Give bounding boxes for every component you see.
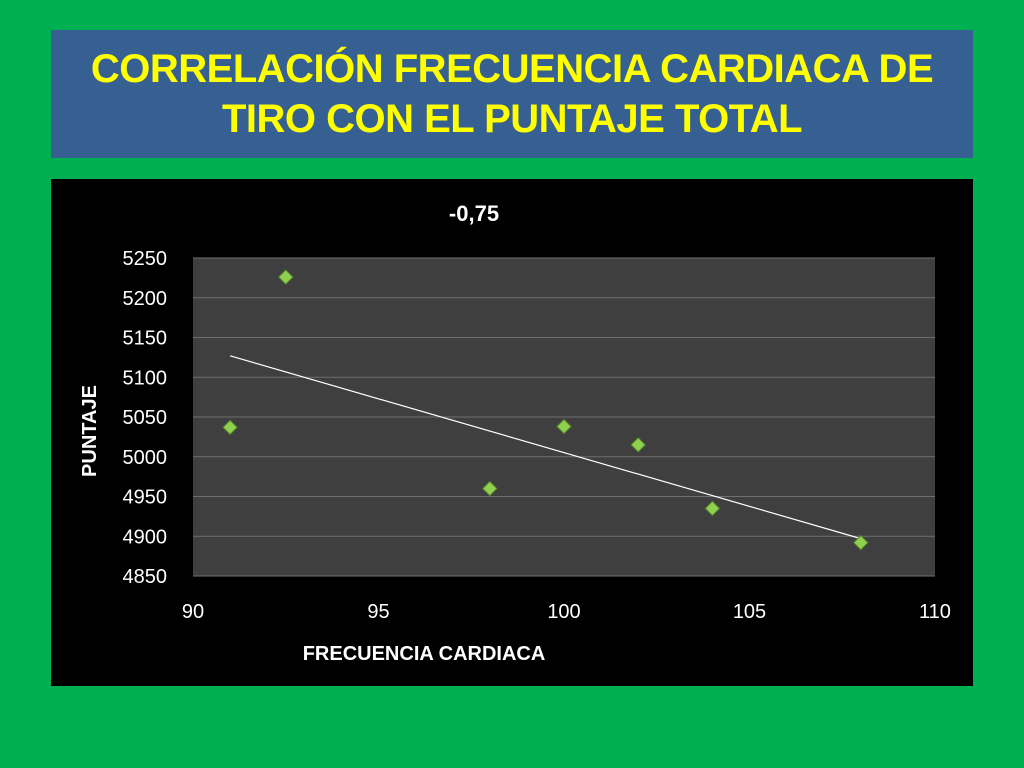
y-tick-label: 5150	[123, 328, 168, 350]
y-axis-label: PUNTAJE	[79, 385, 101, 477]
y-tick-label: 4950	[123, 487, 168, 509]
y-tick-label: 5250	[123, 248, 168, 270]
chart-container: 4850 4900 4950 5000 5050 5100 5150 5200 5250 90 95…	[51, 179, 973, 686]
data-point	[556, 418, 572, 435]
slide-title: CORRELACIÓN FRECUENCIA CARDIACA DE TIRO …	[62, 44, 962, 144]
y-tick-label: 5100	[123, 367, 168, 389]
chart-title: -0,75	[449, 201, 499, 226]
x-tick-label: 100	[547, 601, 580, 623]
data-point	[222, 419, 238, 436]
x-tick-label: 105	[733, 601, 766, 623]
y-tick-label: 4850	[123, 566, 168, 588]
data-point	[482, 480, 498, 497]
slide-title-line-2: TIRO CON EL PUNTAJE TOTAL	[221, 97, 803, 141]
y-tick-label: 5000	[123, 447, 168, 469]
x-tick-label: 95	[367, 601, 389, 623]
y-tick-label: 5050	[123, 407, 168, 429]
data-point	[278, 269, 294, 285]
data-point	[704, 500, 721, 517]
trendline	[229, 355, 861, 540]
data-point	[630, 437, 646, 453]
title-box: CORRELACIÓN FRECUENCIA CARDIACA DE TIRO …	[51, 30, 973, 158]
y-tick-label: 4900	[123, 526, 168, 548]
data-point	[853, 534, 869, 551]
x-tick-label: 110	[919, 601, 951, 623]
slide-title-line-1: CORRELACIÓN FRECUENCIA CARDIACA DE	[90, 47, 934, 91]
y-tick-label: 5200	[123, 288, 168, 310]
scatter-chart: 4850 4900 4950 5000 5050 5100 5150 5200 5250 90 95…	[79, 201, 951, 665]
x-tick-label: 90	[182, 601, 204, 623]
x-axis-label: FRECUENCIA CARDIACA	[303, 643, 546, 665]
